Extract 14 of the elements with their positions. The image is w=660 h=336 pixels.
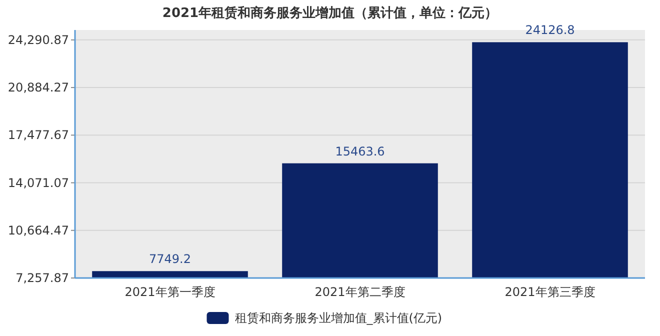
data-label: 24126.8 [525,23,575,38]
y-tick-label: 20,884.27 [8,80,69,95]
legend-label: 租赁和商务服务业增加值_累计值(亿元) [234,311,442,325]
x-tick-label: 2021年第三季度 [504,285,596,299]
y-tick-label: 24,290.87 [8,32,69,47]
y-tick-label: 10,664.47 [8,223,69,238]
data-label: 15463.6 [335,144,385,158]
y-tick-label: 7,257.87 [16,271,69,285]
data-label: 7749.2 [149,252,191,266]
x-tick-label: 2021年第二季度 [314,285,406,299]
y-tick-label: 14,071.07 [8,176,69,190]
chart-title: 2021年租赁和商务服务业增加值（累计值，单位：亿元） [162,5,498,21]
x-tick-label: 2021年第一季度 [124,285,216,299]
y-tick-label: 17,477.67 [8,128,69,142]
